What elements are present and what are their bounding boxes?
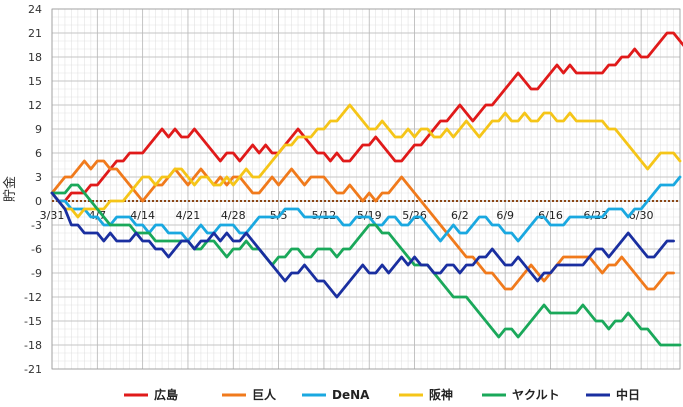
legend-label: 阪神: [429, 387, 453, 402]
x-tick-label: 6/2: [451, 209, 469, 222]
y-tick-label: 15: [28, 75, 42, 88]
legend-label: 中日: [616, 387, 640, 402]
legend-label: DeNA: [332, 388, 370, 402]
y-tick-label: 3: [35, 171, 42, 184]
y-tick-label: 6: [35, 147, 42, 160]
x-tick-label: 5/19: [357, 209, 382, 222]
series-line-0: [50, 31, 683, 203]
series-line-2: [50, 175, 682, 243]
x-tick-label: 4/28: [221, 209, 246, 222]
y-axis-label: 貯金: [2, 176, 18, 202]
x-tick-label: 6/23: [583, 209, 608, 222]
legend-label: ヤクルト: [512, 388, 560, 402]
x-tick-label: 3/31: [40, 209, 65, 222]
y-tick-label: -6: [31, 243, 42, 256]
plot-border: [51, 8, 681, 370]
grid-minor: [51, 8, 681, 370]
x-tick-label: 6/9: [496, 209, 514, 222]
y-tick-label: -3: [31, 219, 42, 232]
x-tick-label: 5/12: [312, 209, 337, 222]
y-tick-label: -9: [31, 267, 42, 280]
legend-label: 広島: [154, 387, 178, 402]
x-tick-label: 4/14: [130, 209, 155, 222]
y-tick-label: 21: [28, 27, 42, 40]
plot-background: [52, 9, 680, 369]
y-axis-ticks: 24 21 18 15 12 9 6 3 0 -3 -6 -9 -12 -15 -18 -21: [24, 3, 42, 376]
y-tick-label: 12: [28, 99, 42, 112]
y-tick-label: 0: [35, 195, 42, 208]
y-tick-label: 24: [28, 3, 42, 16]
x-tick-label: 6/16: [538, 209, 563, 222]
y-tick-label: -21: [24, 363, 42, 376]
y-tick-label: -12: [24, 291, 42, 304]
series-line-4: [50, 183, 682, 347]
legend: 広島 巨人 DeNA 阪神 ヤクルト 中日: [124, 387, 640, 402]
x-tick-label: 6/30: [629, 209, 654, 222]
series-line-3: [50, 103, 682, 219]
x-tick-label: 4/21: [176, 209, 201, 222]
y-tick-label: -18: [24, 339, 42, 352]
series-lines: [50, 31, 683, 347]
y-tick-label: 9: [35, 123, 42, 136]
y-tick-label: -15: [24, 315, 42, 328]
legend-label: 巨人: [252, 387, 277, 402]
y-tick-label: 18: [28, 51, 42, 64]
series-line-5: [50, 191, 675, 299]
